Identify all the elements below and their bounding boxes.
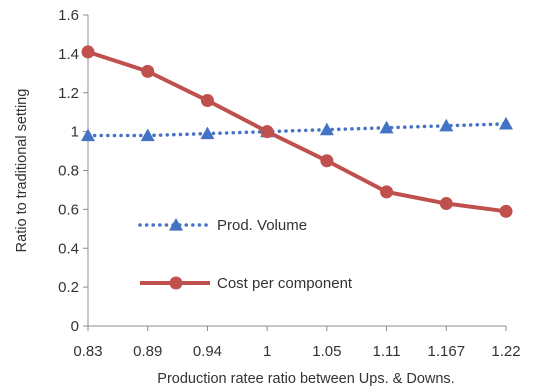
series-1 (81, 116, 513, 142)
data-point (141, 64, 155, 78)
x-tick-label: 0.83 (73, 343, 102, 360)
series-2 (81, 45, 513, 218)
data-point (319, 122, 334, 136)
data-point (439, 118, 454, 132)
y-tick-label: 1.2 (58, 85, 79, 102)
y-axis-title: Ratio to traditional setting (14, 89, 30, 253)
data-point (499, 116, 513, 130)
y-tick-label: 0.6 (58, 201, 79, 218)
y-tick-label: 1 (71, 124, 79, 141)
data-point (81, 128, 95, 142)
x-tick-labels: 0.83 0.89 0.94 1 1.05 1.11 1.167 1.22 (73, 326, 521, 360)
data-point (439, 197, 453, 211)
x-tick-label: 1 (263, 343, 271, 360)
data-point (260, 125, 274, 139)
legend: Prod. Volume Cost per component (138, 217, 353, 292)
y-tick-label: 0.8 (58, 163, 79, 180)
y-tick-label: 1.6 (58, 7, 79, 24)
y-tick-label: 0.4 (58, 240, 79, 257)
data-point (140, 128, 155, 142)
data-point (320, 154, 334, 168)
data-point (380, 185, 394, 199)
data-point (499, 204, 513, 218)
legend-item: Cost per component (140, 275, 353, 292)
legend-label: Cost per component (217, 275, 353, 292)
y-tick-labels: 0 0.2 0.4 0.6 0.8 1 1.2 1.4 1.6 (58, 7, 88, 335)
series-line (86, 122, 508, 138)
y-tick-label: 0 (71, 318, 79, 335)
data-point (81, 45, 95, 59)
data-point (200, 94, 214, 108)
legend-marker (169, 218, 183, 231)
x-tick-label: 1.22 (491, 343, 520, 360)
legend-label: Prod. Volume (217, 217, 307, 234)
legend-item: Prod. Volume (138, 217, 307, 234)
x-tick-label: 1.11 (373, 343, 401, 360)
legend-marker (169, 276, 183, 290)
x-axis-title: Production ratee ratio between Ups. & Do… (157, 371, 454, 387)
x-tick-label: 0.94 (193, 343, 222, 360)
y-tick-label: 1.4 (58, 46, 79, 63)
series-line (87, 50, 507, 214)
x-tick-label: 1.05 (312, 343, 341, 360)
y-tick-label: 0.2 (58, 279, 79, 296)
data-point (379, 120, 394, 134)
data-point (200, 126, 215, 140)
x-tick-label: 0.89 (133, 343, 162, 360)
series-layer (81, 45, 513, 218)
x-tick-label: 1.167 (428, 343, 466, 360)
